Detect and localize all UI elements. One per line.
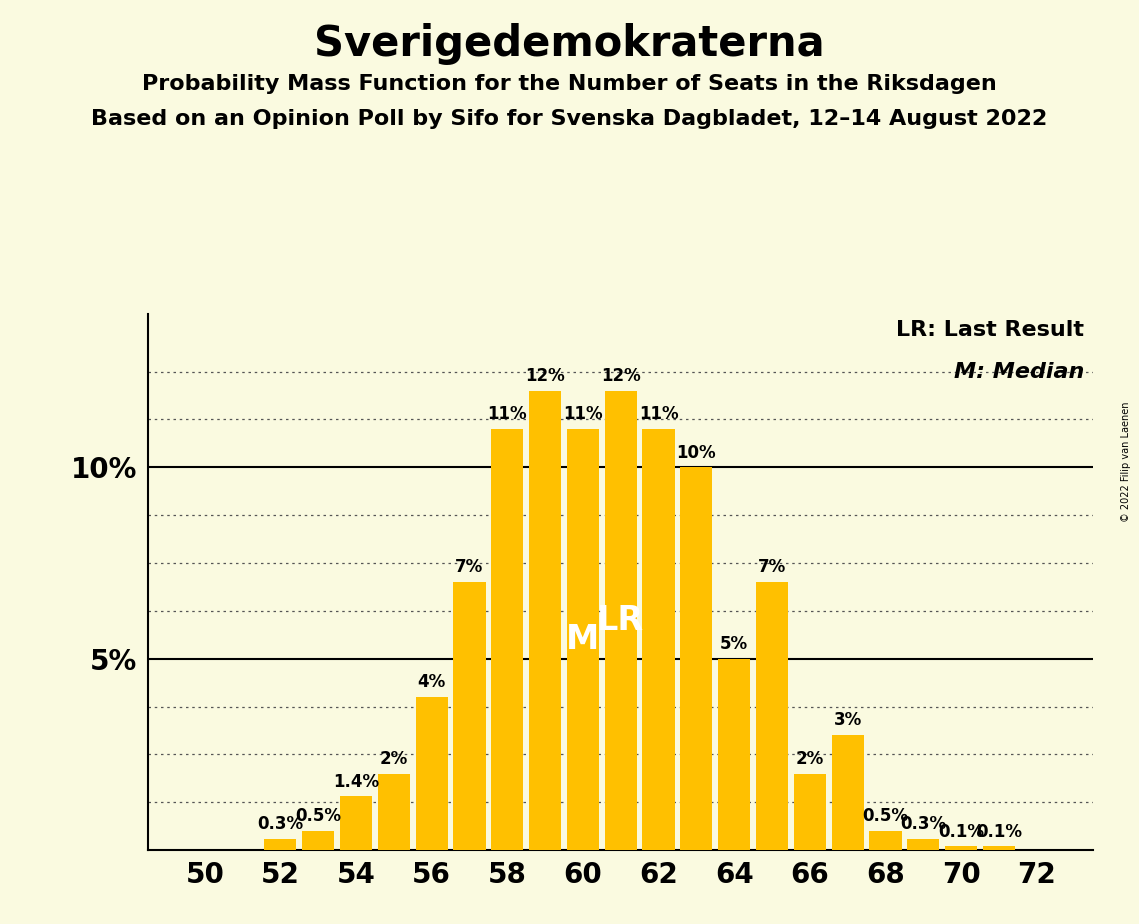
Bar [869, 831, 902, 850]
Text: 1.4%: 1.4% [333, 772, 379, 791]
Bar [718, 659, 751, 850]
Text: Sverigedemokraterna: Sverigedemokraterna [314, 23, 825, 65]
Bar [831, 736, 863, 850]
Bar [756, 582, 788, 850]
Text: 5%: 5% [720, 635, 748, 653]
Text: 12%: 12% [601, 367, 640, 385]
Text: M: Median: M: Median [953, 362, 1084, 383]
Text: 0.5%: 0.5% [862, 808, 909, 825]
Text: 10%: 10% [677, 444, 716, 462]
Text: M: M [566, 623, 599, 656]
Text: 11%: 11% [487, 406, 527, 423]
Bar [491, 429, 524, 850]
Text: 11%: 11% [639, 406, 679, 423]
Bar [416, 697, 448, 850]
Text: LR: Last Result: LR: Last Result [896, 320, 1084, 339]
Text: 0.3%: 0.3% [257, 815, 303, 833]
Bar [567, 429, 599, 850]
Text: LR: LR [597, 604, 645, 637]
Bar [794, 773, 826, 850]
Text: 4%: 4% [418, 674, 445, 691]
Bar [378, 773, 410, 850]
Text: 0.3%: 0.3% [900, 815, 947, 833]
Text: 3%: 3% [834, 711, 862, 730]
Bar [642, 429, 674, 850]
Text: 2%: 2% [796, 749, 823, 768]
Text: 0.5%: 0.5% [295, 808, 342, 825]
Bar [528, 391, 562, 850]
Text: 0.1%: 0.1% [939, 822, 984, 841]
Text: 7%: 7% [456, 558, 484, 577]
Bar [453, 582, 485, 850]
Bar [605, 391, 637, 850]
Text: 0.1%: 0.1% [976, 822, 1022, 841]
Bar [264, 839, 296, 850]
Text: 2%: 2% [379, 749, 408, 768]
Text: 11%: 11% [563, 406, 603, 423]
Text: Probability Mass Function for the Number of Seats in the Riksdagen: Probability Mass Function for the Number… [142, 74, 997, 94]
Text: © 2022 Filip van Laenen: © 2022 Filip van Laenen [1121, 402, 1131, 522]
Bar [680, 468, 713, 850]
Bar [945, 846, 977, 850]
Bar [302, 831, 335, 850]
Bar [907, 839, 940, 850]
Text: 7%: 7% [757, 558, 786, 577]
Bar [983, 846, 1015, 850]
Text: 12%: 12% [525, 367, 565, 385]
Bar [339, 796, 372, 850]
Text: Based on an Opinion Poll by Sifo for Svenska Dagbladet, 12–14 August 2022: Based on an Opinion Poll by Sifo for Sve… [91, 109, 1048, 129]
